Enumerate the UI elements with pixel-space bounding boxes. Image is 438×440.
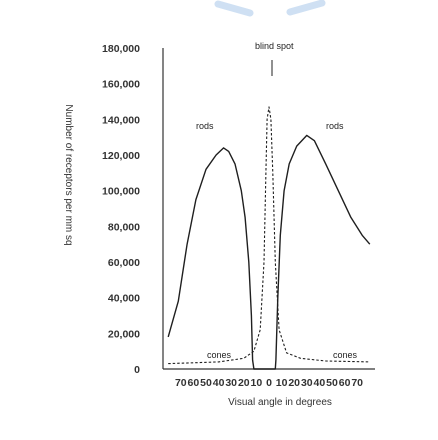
annotation-cones-left: cones xyxy=(207,350,232,360)
y-tick-label: 120,000 xyxy=(102,150,140,162)
y-tick-label: 80,000 xyxy=(108,221,140,233)
x-tick-label: 70 xyxy=(175,377,187,389)
cones-line xyxy=(168,106,370,365)
x-axis-ticks: 70 60 50 40 30 20 10 0 10 20 30 40 50 60 70 xyxy=(175,377,363,389)
x-tick-label: 30 xyxy=(225,377,237,389)
x-tick-label: 20 xyxy=(288,377,300,389)
x-tick-label: 10 xyxy=(276,377,288,389)
y-tick-label: 20,000 xyxy=(108,328,140,340)
x-tick-label: 40 xyxy=(213,377,225,389)
y-tick-label: 140,000 xyxy=(102,114,140,126)
y-tick-label: 180,000 xyxy=(102,43,140,55)
annotation-blind-spot: blind spot xyxy=(255,41,294,51)
x-tick-label: 50 xyxy=(200,377,212,389)
x-axis-title: Visual angle in degrees xyxy=(228,397,332,408)
x-tick-label: 70 xyxy=(351,377,363,389)
annotation-cones-right: cones xyxy=(333,350,358,360)
x-tick-label: 40 xyxy=(314,377,326,389)
decorative-strokes xyxy=(214,0,326,17)
x-tick-label: 50 xyxy=(326,377,338,389)
series-layer xyxy=(167,106,371,370)
x-tick-label: 60 xyxy=(339,377,351,389)
x-tick-label: 20 xyxy=(238,377,250,389)
plot-area xyxy=(162,48,375,370)
annotations: blind spot rods rods cones cones xyxy=(196,41,358,360)
annotation-rods-left: rods xyxy=(196,121,214,131)
x-tick-label: 30 xyxy=(301,377,313,389)
x-tick-label: 0 xyxy=(266,377,272,389)
y-tick-label: 0 xyxy=(134,364,140,376)
y-tick-label: 160,000 xyxy=(102,79,140,91)
annotation-rods-right: rods xyxy=(326,121,344,131)
x-tick-label: 60 xyxy=(188,377,200,389)
y-axis-title: Number of receptors per mm sq xyxy=(63,104,74,245)
y-axis-ticks: 0 20,000 40,000 60,000 80,000 100,000 120,000 1… xyxy=(102,43,140,376)
x-tick-label: 10 xyxy=(251,377,263,389)
y-tick-label: 60,000 xyxy=(108,257,140,269)
y-tick-label: 100,000 xyxy=(102,186,140,198)
y-tick-label: 40,000 xyxy=(108,293,140,305)
rods-line xyxy=(167,134,371,370)
